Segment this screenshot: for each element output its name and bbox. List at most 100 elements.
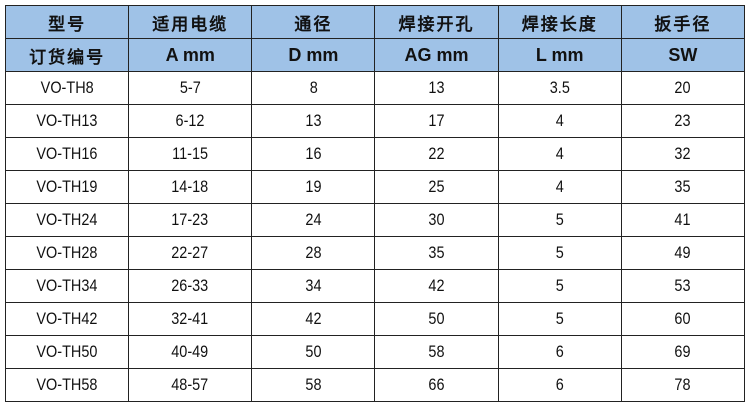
table-cell: 60 <box>620 302 746 336</box>
table-cell: 5-7 <box>128 71 253 105</box>
table-row: VO-TH24 17-23 24 30 5 41 <box>4 203 746 237</box>
cell-text: 28 <box>305 243 322 262</box>
cell-text: 50 <box>305 342 322 361</box>
cell-text: 26-33 <box>171 276 209 295</box>
table-cell: 17-23 <box>128 203 253 237</box>
table-row: VO-TH50 40-49 50 58 6 69 <box>4 335 746 369</box>
table-cell: VO-TH13 <box>4 104 130 138</box>
column-unit-header: AG mm <box>374 38 499 72</box>
cell-text: 22 <box>428 144 445 163</box>
table-cell: VO-TH8 <box>4 71 130 105</box>
table-cell: 69 <box>620 335 746 369</box>
table-cell: 5 <box>497 203 622 237</box>
cell-text: VO-TH24 <box>36 210 98 229</box>
cell-text: 69 <box>674 342 691 361</box>
table-cell: VO-TH50 <box>4 335 130 369</box>
table-row: VO-TH34 26-33 34 42 5 53 <box>4 269 746 303</box>
cell-text: 34 <box>305 276 322 295</box>
cell-text: 50 <box>428 309 445 328</box>
table-cell: 11-15 <box>128 137 253 171</box>
cell-text: 41 <box>674 210 691 229</box>
cell-text: 30 <box>428 210 445 229</box>
table-cell: 3.5 <box>497 71 622 105</box>
cell-text: 58 <box>428 342 445 361</box>
table-cell: 34 <box>251 269 376 303</box>
table-cell: VO-TH58 <box>4 368 130 402</box>
cell-text: 14-18 <box>171 177 209 196</box>
cell-text: 58 <box>305 375 322 394</box>
column-header: 扳手径 <box>620 5 746 39</box>
table-cell: 13 <box>374 71 499 105</box>
table-cell: 5 <box>497 302 622 336</box>
cell-text: 17 <box>428 111 445 130</box>
table-cell: 19 <box>251 170 376 204</box>
table-cell: 50 <box>251 335 376 369</box>
cell-text: 42 <box>305 309 322 328</box>
cell-text: VO-TH13 <box>36 111 98 130</box>
table-cell: 28 <box>251 236 376 270</box>
cell-text: 5 <box>555 210 564 229</box>
table-cell: 26-33 <box>128 269 253 303</box>
column-header: 焊接长度 <box>497 5 622 39</box>
cell-text: 6 <box>555 342 564 361</box>
column-unit-header: D mm <box>251 38 376 72</box>
table-cell: VO-TH34 <box>4 269 130 303</box>
cell-text: 48-57 <box>171 375 209 394</box>
table-cell: 32 <box>620 137 746 171</box>
table-cell: 42 <box>251 302 376 336</box>
table-cell: 4 <box>497 170 622 204</box>
table-cell: 14-18 <box>128 170 253 204</box>
cell-text: 25 <box>428 177 445 196</box>
cell-text: 6 <box>555 375 564 394</box>
table-cell: 22-27 <box>128 236 253 270</box>
table-row: VO-TH28 22-27 28 35 5 49 <box>4 236 746 270</box>
cell-text: 4 <box>555 177 564 196</box>
cell-text: 20 <box>674 78 691 97</box>
cell-text: 16 <box>305 144 322 163</box>
cell-text: 32 <box>674 144 691 163</box>
cell-text: 32-41 <box>171 309 209 328</box>
table-cell: 58 <box>251 368 376 402</box>
table-cell: VO-TH28 <box>4 236 130 270</box>
table-cell: 17 <box>374 104 499 138</box>
cell-text: 5-7 <box>179 78 201 97</box>
cell-text: 35 <box>428 243 445 262</box>
cell-text: 78 <box>674 375 691 394</box>
table-cell: 49 <box>620 236 746 270</box>
table-row: VO-TH42 32-41 42 50 5 60 <box>4 302 746 336</box>
cell-text: 66 <box>428 375 445 394</box>
table-cell: 30 <box>374 203 499 237</box>
table-cell: 50 <box>374 302 499 336</box>
column-header: 焊接开孔 <box>374 5 499 39</box>
cell-text: 19 <box>305 177 322 196</box>
table-row: VO-TH13 6-12 13 17 4 23 <box>4 104 746 138</box>
table-cell: 66 <box>374 368 499 402</box>
cell-text: VO-TH58 <box>36 375 98 394</box>
table-cell: 5 <box>497 236 622 270</box>
cell-text: 60 <box>674 309 691 328</box>
table-cell: 40-49 <box>128 335 253 369</box>
table-cell: 78 <box>620 368 746 402</box>
cell-text: VO-TH19 <box>36 177 98 196</box>
column-header: 适用电缆 <box>128 5 253 39</box>
cell-text: VO-TH50 <box>36 342 98 361</box>
cell-text: 5 <box>555 243 564 262</box>
cell-text: VO-TH34 <box>36 276 98 295</box>
cell-text: 4 <box>555 144 564 163</box>
cell-text: 13 <box>305 111 322 130</box>
table-cell: 13 <box>251 104 376 138</box>
table-cell: 58 <box>374 335 499 369</box>
table-cell: 35 <box>620 170 746 204</box>
table-cell: 16 <box>251 137 376 171</box>
table-row: VO-TH16 11-15 16 22 4 32 <box>4 137 746 171</box>
cell-text: 40-49 <box>171 342 209 361</box>
header-row-units: 订货编号 A mm D mm AG mm L mm SW <box>4 38 746 72</box>
table-cell: 48-57 <box>128 368 253 402</box>
table-row: VO-TH19 14-18 19 25 4 35 <box>4 170 746 204</box>
table-cell: 4 <box>497 137 622 171</box>
table-cell: 32-41 <box>128 302 253 336</box>
table-cell: 23 <box>620 104 746 138</box>
table-cell: 24 <box>251 203 376 237</box>
cell-text: 13 <box>428 78 445 97</box>
table-cell: VO-TH24 <box>4 203 130 237</box>
